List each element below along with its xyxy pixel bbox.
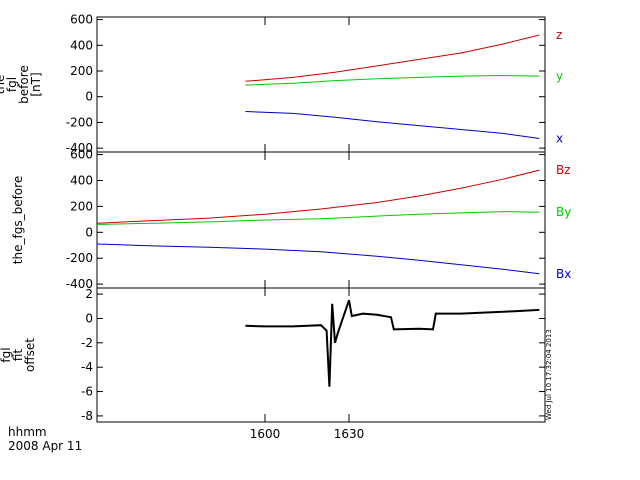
x-axis-unit-label: hhmm — [8, 425, 47, 439]
y-tick-label: -200 — [66, 115, 93, 129]
series-line-Bz — [96, 169, 540, 224]
y-axis-label: the — [0, 75, 7, 95]
y-tick-label: 400 — [70, 173, 93, 187]
y-tick-label: 600 — [70, 13, 93, 27]
y-tick-label: 600 — [70, 148, 93, 162]
legend-label-x: x — [556, 132, 563, 146]
y-tick-label: 0 — [85, 225, 93, 239]
y-axis-label: offset — [23, 338, 37, 372]
y-tick-label: 2 — [85, 287, 93, 301]
x-tick-label: 1630 — [334, 427, 365, 441]
y-tick-label: -400 — [66, 277, 93, 291]
y-tick-label: 200 — [70, 64, 93, 78]
x-tick-label: 1600 — [250, 427, 281, 441]
panel-3-frame — [96, 287, 546, 423]
y-tick-label: -2 — [81, 336, 93, 350]
legend-label-Bx: Bx — [556, 267, 571, 281]
y-tick-label: 200 — [70, 199, 93, 213]
y-tick-label: -4 — [81, 360, 93, 374]
date-label: 2008 Apr 11 — [8, 439, 82, 453]
y-tick-label: -6 — [81, 385, 93, 399]
legend-label-z: z — [556, 28, 562, 42]
y-axis-label: the_fgs_before — [11, 176, 25, 264]
y-axis-label: [nT] — [29, 72, 43, 96]
series-line-y — [245, 74, 540, 86]
series-line-offset — [245, 299, 540, 387]
y-axis-label: fit — [11, 349, 25, 362]
y-tick-label: -200 — [66, 251, 93, 265]
series-line-z — [245, 34, 540, 82]
legend-label-Bz: Bz — [556, 163, 571, 177]
y-axis-label: fgl — [5, 77, 19, 92]
y-axis-label: before — [17, 65, 31, 104]
panel-1-frame — [96, 16, 546, 153]
y-tick-label: -8 — [81, 409, 93, 423]
timestamp-label: Wed Jul 10 17:32:04 2013 — [545, 329, 553, 420]
legend-label-y: y — [556, 69, 563, 83]
y-tick-label: 0 — [85, 311, 93, 325]
series-line-x — [245, 111, 540, 139]
series-line-By — [96, 211, 540, 225]
y-tick-label: 0 — [85, 90, 93, 104]
legend-label-By: By — [556, 205, 571, 219]
series-line-Bx — [96, 243, 540, 275]
y-axis-label: fgl — [0, 347, 13, 362]
y-tick-label: 400 — [70, 38, 93, 52]
y-tick-label: -400 — [66, 141, 93, 155]
